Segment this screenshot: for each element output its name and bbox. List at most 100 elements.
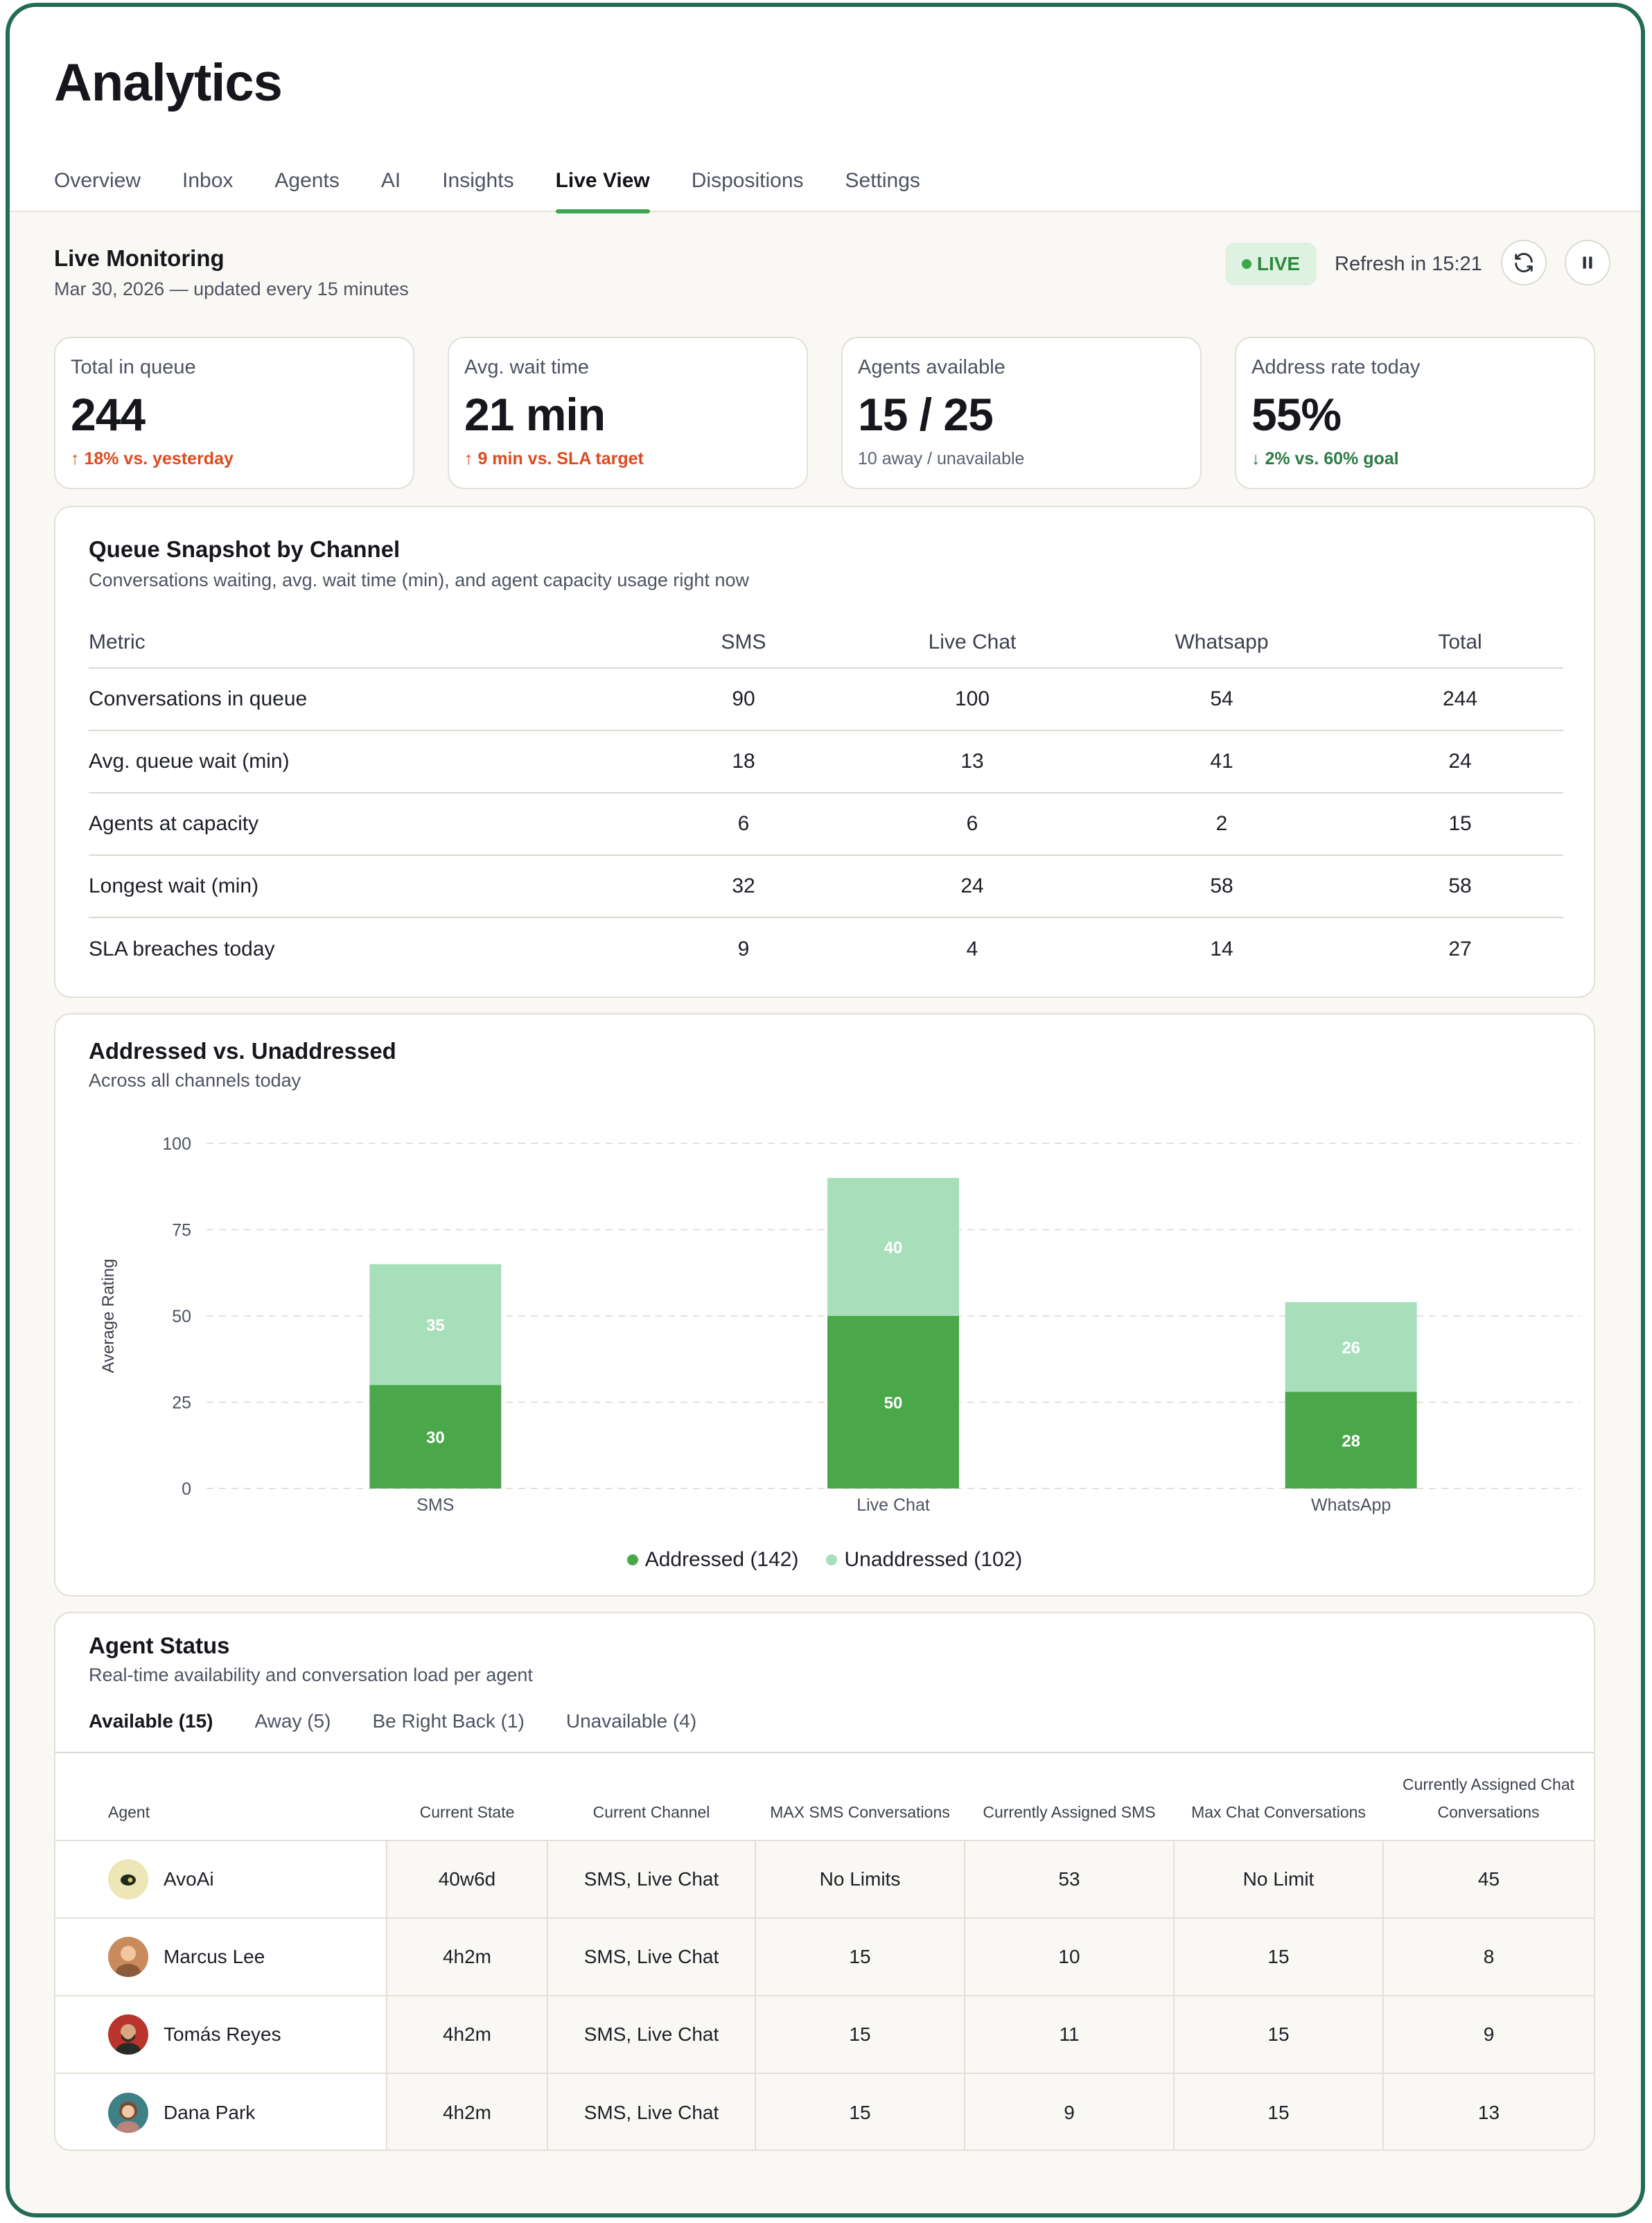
- live-badge: LIVE: [1225, 243, 1317, 285]
- header: Analytics Overview Inbox Agents AI Insig…: [10, 7, 1641, 213]
- live-dot-icon: [1241, 259, 1251, 269]
- tab-overview[interactable]: Overview: [54, 169, 141, 192]
- table-row: SLA breaches today 9 4 14 27: [89, 917, 1563, 980]
- table-row[interactable]: Marcus Lee 4h2m SMS, Live Chat 15 10 15 …: [55, 1917, 1594, 1996]
- bar-segment-addressed: [1285, 1391, 1417, 1488]
- table-cell: 15: [1173, 1917, 1383, 1996]
- table-cell: 40w6d: [386, 1840, 547, 1918]
- column-header: Currently Assigned Chat Conversations: [1383, 1753, 1594, 1840]
- table-cell: 100: [858, 668, 1087, 731]
- avocado-icon: [121, 1874, 136, 1886]
- table-cell: 15: [1173, 1995, 1383, 2073]
- tab-available[interactable]: Available (15): [89, 1706, 256, 1766]
- tab-dispositions[interactable]: Dispositions: [691, 169, 804, 192]
- refresh-button[interactable]: [1501, 240, 1547, 285]
- bar-segment-addressed: [369, 1385, 502, 1488]
- tab-settings[interactable]: Settings: [845, 169, 920, 192]
- avatar: [108, 2014, 148, 2055]
- kpi-delta: ↑ 9 min vs. SLA target: [464, 449, 644, 468]
- column-header: Current Channel: [547, 1753, 755, 1840]
- tab-divider: [55, 1752, 1594, 1753]
- table-cell: 54: [1087, 668, 1357, 731]
- tab-away[interactable]: Away (5): [254, 1710, 331, 1732]
- table-cell: 6: [629, 793, 858, 856]
- table-cell: 32: [629, 855, 858, 918]
- tab-unavailable[interactable]: Unavailable (4): [565, 1710, 697, 1732]
- table-row[interactable]: Dana Park 4h2m SMS, Live Chat 15 9 15 13: [55, 2073, 1594, 2150]
- kpi-card-total-in-queue: Total in queue 244 ↑ 18% vs. yesterday: [54, 337, 414, 489]
- table-cell: SLA breaches today: [89, 937, 275, 960]
- card-subtitle: Conversations waiting, avg. wait time (m…: [89, 570, 749, 590]
- table-row: Longest wait (min) 32 24 58 58: [89, 855, 1563, 918]
- table-header-row: Metric SMS Live Chat Whatsapp Total: [89, 617, 1563, 669]
- tab-ai[interactable]: AI: [380, 169, 401, 192]
- kpi-card-address-rate: Address rate today 55% ↓ 2% vs. 60% goal: [1235, 337, 1595, 489]
- bar-segment-unaddressed: [827, 1177, 959, 1316]
- agent-name: Marcus Lee: [164, 1946, 265, 1967]
- kpi-value: 21 min: [464, 389, 606, 440]
- page-title: Analytics: [54, 53, 283, 112]
- table-cell: No Limit: [1173, 1840, 1383, 1918]
- legend-swatch: [626, 1554, 638, 1565]
- kpi-delta: ↓ 2% vs. 60% goal: [1251, 449, 1399, 468]
- kpi-label: Total in queue: [71, 356, 196, 378]
- table-cell: 4h2m: [386, 1995, 547, 2073]
- table-row[interactable]: Tomás Reyes 4h2m SMS, Live Chat 15 11 15…: [55, 1995, 1594, 2073]
- tab-inbox[interactable]: Inbox: [182, 169, 234, 192]
- agent-cell: AvoAi: [55, 1840, 387, 1918]
- table-cell: 53: [964, 1840, 1174, 1918]
- person-icon: [116, 1946, 141, 1977]
- tab-insights[interactable]: Insights: [442, 169, 514, 192]
- section-subtitle: Mar 30, 2026 — updated every 15 minutes: [54, 279, 409, 299]
- kpi-value: 55%: [1251, 389, 1342, 440]
- table-cell: 9: [964, 2073, 1174, 2150]
- kpi-label: Address rate today: [1251, 356, 1421, 378]
- kpi-value: 244: [71, 389, 146, 440]
- avatar: [108, 1937, 148, 1977]
- table-cell: 15: [1357, 793, 1563, 856]
- table-cell: 4h2m: [386, 2073, 547, 2150]
- bar-segment-unaddressed: [369, 1264, 502, 1385]
- x-tick-label: SMS: [416, 1495, 454, 1515]
- table-row: Agents at capacity 6 6 2 15: [89, 793, 1563, 856]
- y-tick-label: 25: [172, 1394, 191, 1413]
- table-cell: 13: [858, 730, 1087, 793]
- table-cell: 58: [1357, 855, 1563, 918]
- refresh-icon: [1515, 253, 1533, 272]
- table-row[interactable]: AvoAi 40w6d SMS, Live Chat No Limits 53 …: [55, 1840, 1594, 1918]
- column-header: Metric: [89, 617, 629, 669]
- tab-live-view[interactable]: Live View: [555, 162, 650, 213]
- agent-cell: Dana Park: [55, 2073, 387, 2150]
- column-header: Currently Assigned SMS: [965, 1753, 1174, 1840]
- refresh-countdown: Refresh in 15:21: [1335, 253, 1482, 275]
- chart-legend: Addressed (142) Unaddressed (102): [55, 1548, 1594, 1572]
- table-cell: 24: [858, 855, 1087, 918]
- column-header: Agent: [55, 1753, 387, 1840]
- table-cell: 15: [755, 1995, 965, 2073]
- table-cell: Avg. queue wait (min): [89, 730, 629, 793]
- legend-item-addressed[interactable]: Addressed (142): [626, 1548, 798, 1572]
- legend-item-unaddressed[interactable]: Unaddressed (102): [826, 1548, 1022, 1572]
- column-header: SMS: [629, 617, 858, 669]
- addressed-chart-card: Addressed vs. Unaddressed Across all cha…: [54, 1013, 1595, 1597]
- table-cell: 13: [1382, 2073, 1594, 2150]
- data-label: 50: [884, 1394, 903, 1413]
- tab-agents[interactable]: Agents: [274, 169, 340, 192]
- pause-button[interactable]: [1565, 240, 1610, 285]
- agent-name: Tomás Reyes: [164, 2023, 281, 2045]
- table-cell: 244: [1357, 668, 1563, 731]
- kpi-label: Agents available: [858, 356, 1005, 378]
- agent-status-tabs: Available (15) Away (5) Be Right Back (1…: [89, 1706, 738, 1766]
- tab-be-right-back[interactable]: Be Right Back (1): [372, 1710, 525, 1732]
- kpi-value: 15 / 25: [858, 389, 994, 440]
- kpi-delta: ↑ 18% vs. yesterday: [71, 449, 234, 468]
- y-tick-label: 75: [172, 1221, 191, 1240]
- person-icon: [116, 2101, 140, 2133]
- table-cell: 27: [1448, 937, 1472, 960]
- column-header: Max Chat Conversations: [1174, 1753, 1383, 1840]
- card-title: Addressed vs. Unaddressed: [89, 1038, 396, 1064]
- card-title: Queue Snapshot by Channel: [89, 536, 401, 562]
- table-cell: 4h2m: [386, 1917, 547, 1996]
- y-axis-label: Average Rating: [99, 1259, 118, 1373]
- table-cell: 15: [1173, 2073, 1383, 2150]
